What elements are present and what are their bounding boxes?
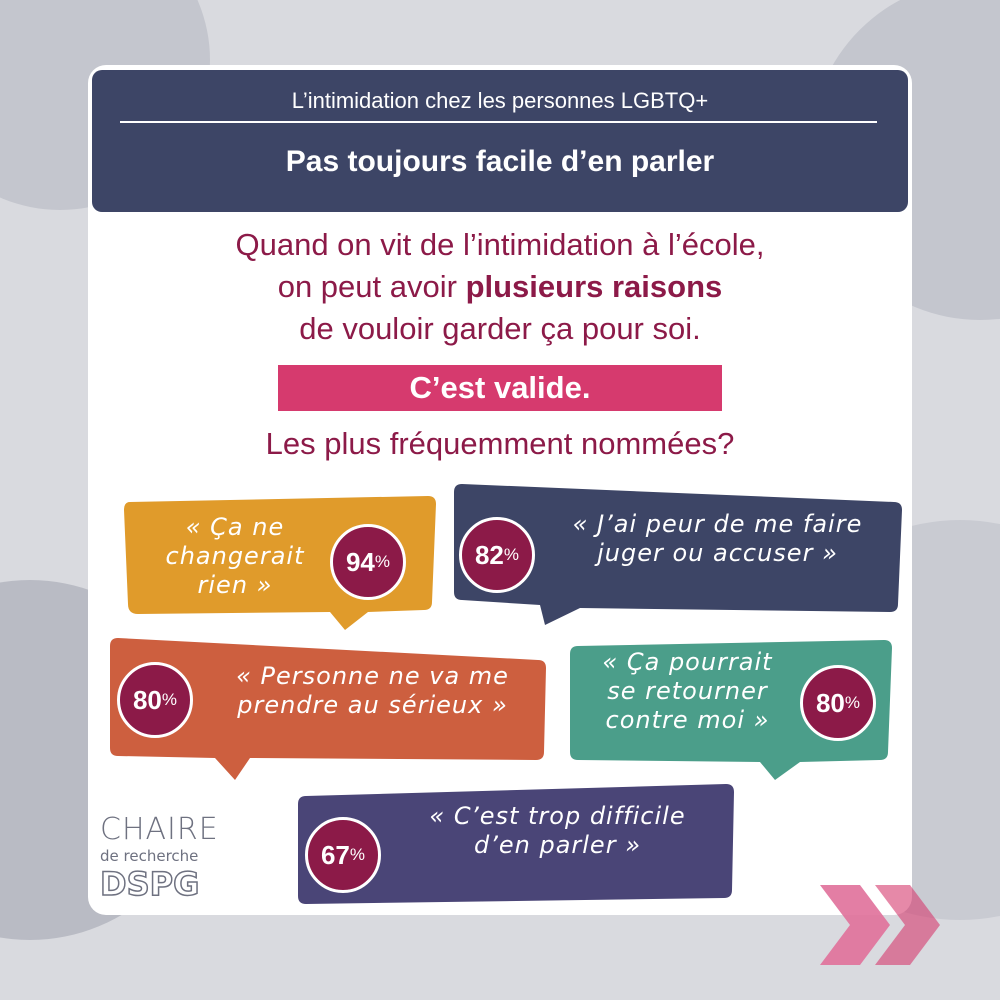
percent-value: 67 (320, 839, 350, 870)
quote: « J’ai peur de me faire juger ou accuser … (540, 510, 895, 568)
quote-line: « J’ai peur de me faire (572, 510, 863, 538)
percent-circle: 82% (459, 517, 535, 593)
quote-line: rien » (197, 571, 273, 599)
percent-unit: % (503, 545, 520, 564)
percent-unit: % (349, 845, 366, 864)
banner: C’est valide. (409, 370, 591, 405)
quote-line: « Ça pourrait (602, 648, 773, 676)
quote-line: « Ça ne (185, 513, 285, 541)
intro-line: on peut avoir plusieurs raisons (100, 266, 900, 308)
percent-value: 94 (345, 546, 375, 577)
quote-line: se retourner (607, 677, 768, 705)
percent-value: 80 (132, 684, 162, 715)
quote-line: changerait (165, 542, 305, 570)
quote-line: « C’est trop difficile (429, 802, 686, 830)
logo: CHAIRE de recherche DSPG (99, 812, 219, 904)
quote: « Ça ne changerait rien » (140, 513, 330, 600)
quote: « Ça pourrait se retourner contre moi » (585, 648, 790, 735)
percent-unit: % (161, 690, 178, 709)
quote-line: « Personne ne va me (236, 662, 509, 690)
quote: « Personne ne va me prendre au sérieux » (205, 662, 540, 720)
quote-line: juger ou accuser » (597, 539, 838, 567)
logo-line: de recherche (100, 847, 199, 865)
logo-line: CHAIRE (100, 812, 219, 847)
intro-bold: plusieurs raisons (465, 269, 723, 304)
intro-text: on peut avoir (277, 269, 466, 304)
percent-unit: % (374, 552, 391, 571)
intro: Quand on vit de l’intimidation à l’école… (100, 224, 900, 350)
percent-circle: 80% (800, 665, 876, 741)
percent-circle: 67% (305, 817, 381, 893)
title: Pas toujours facile d’en parler (285, 145, 715, 178)
quote-line: d’en parler » (473, 831, 642, 859)
quote-line: prendre au sérieux » (237, 691, 508, 719)
quote-line: contre moi » (605, 706, 770, 734)
question: Les plus fréquemment nommées? (265, 426, 735, 461)
logo-line: DSPG (99, 864, 200, 904)
quote: « C’est trop difficile d’en parler » (395, 802, 720, 860)
percent-circle: 80% (117, 662, 193, 738)
intro-line: de vouloir garder ça pour soi. (299, 311, 701, 346)
percent-unit: % (844, 693, 861, 712)
subtitle: L’intimidation chez les personnes LGBTQ+ (291, 88, 709, 113)
percent-value: 80 (815, 687, 845, 718)
percent-circle: 94% (330, 524, 406, 600)
intro-line: Quand on vit de l’intimidation à l’école… (235, 227, 765, 262)
percent-value: 82 (474, 539, 504, 570)
